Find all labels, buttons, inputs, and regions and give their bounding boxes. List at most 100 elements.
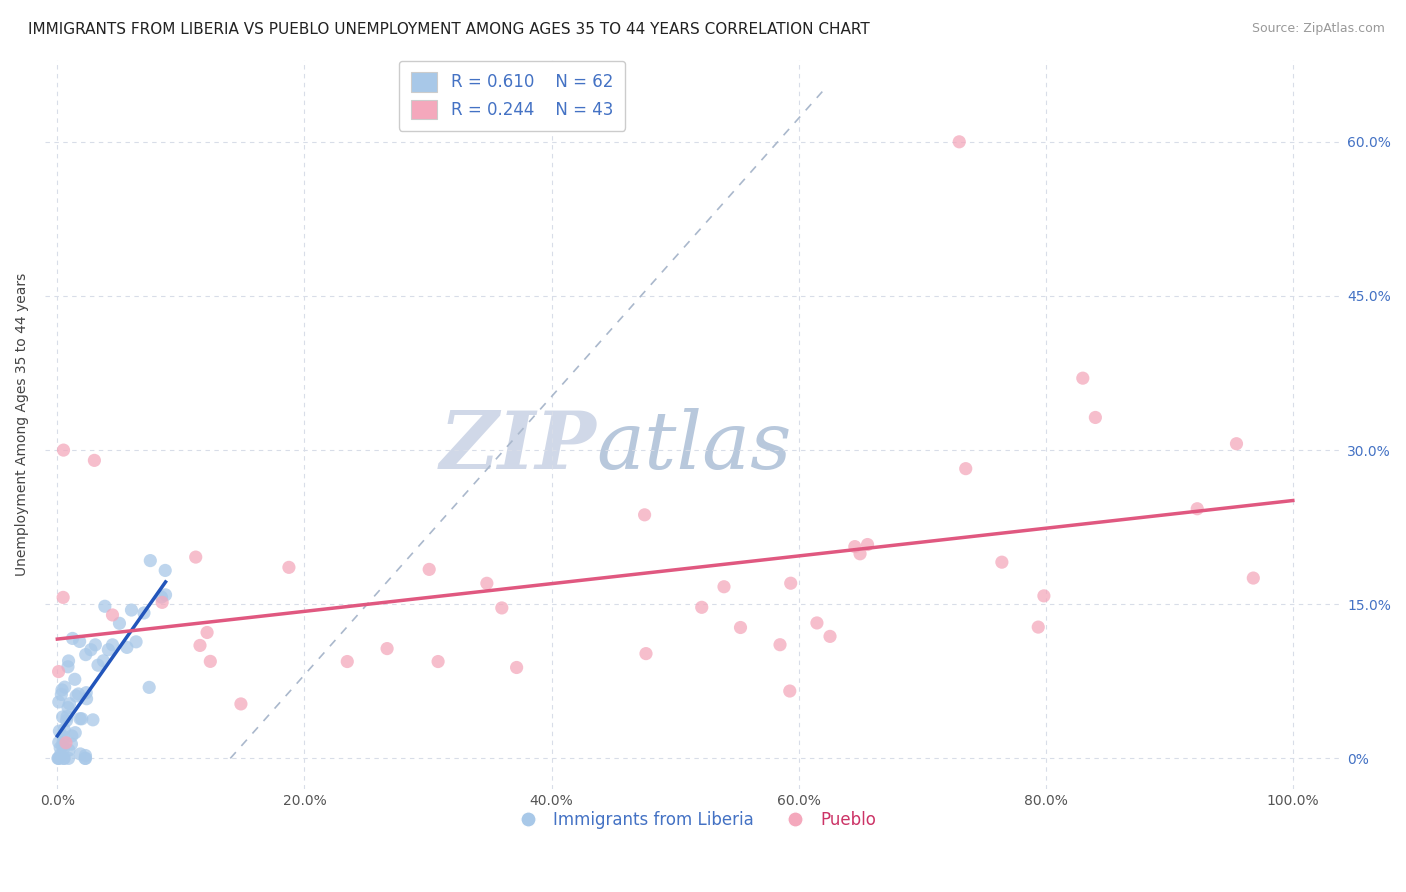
Point [713, 580, 735, 594]
Point [818, 629, 841, 643]
Point [55, 736, 77, 750]
Point [93, 654, 115, 668]
Point [75, 686, 97, 700]
Point [56, 700, 79, 714]
Point [51, 739, 73, 753]
Point [84, 638, 107, 652]
Point [56, 660, 79, 674]
Point [132, 606, 155, 620]
Point [475, 576, 498, 591]
Point [55, 714, 77, 728]
Point [52, 443, 75, 458]
Point [188, 639, 211, 653]
Point [53, 751, 76, 765]
Point [51, 710, 73, 724]
Point [60, 737, 83, 751]
Point [505, 660, 527, 674]
Point [948, 135, 970, 149]
Point [97, 642, 120, 657]
Point [779, 576, 801, 591]
Point [101, 638, 124, 652]
Point [75, 648, 97, 662]
Point [58, 697, 80, 711]
Point [138, 681, 160, 695]
Text: ZIP: ZIP [440, 408, 596, 485]
Point [62, 632, 84, 646]
Point [690, 600, 713, 615]
Point [1032, 589, 1054, 603]
Point [58, 751, 80, 765]
Point [87, 658, 110, 673]
Point [48, 751, 70, 765]
Point [58, 743, 80, 757]
Point [634, 647, 657, 661]
Point [769, 638, 792, 652]
Point [51, 682, 73, 697]
Point [52, 591, 75, 605]
Text: IMMIGRANTS FROM LIBERIA VS PUEBLO UNEMPLOYMENT AMONG AGES 35 TO 44 YEARS CORRELA: IMMIGRANTS FROM LIBERIA VS PUEBLO UNEMPL… [28, 22, 870, 37]
Point [53, 723, 76, 737]
Point [229, 697, 252, 711]
Point [73, 751, 96, 765]
Point [121, 603, 143, 617]
Point [67, 687, 90, 701]
Point [52, 751, 75, 765]
Point [80, 642, 103, 657]
Point [1071, 371, 1094, 385]
Point [53, 680, 76, 694]
Point [115, 640, 138, 655]
Text: atlas: atlas [596, 408, 792, 485]
Point [52, 741, 75, 756]
Point [108, 616, 131, 631]
Point [336, 655, 359, 669]
Point [101, 607, 124, 622]
Point [48, 735, 70, 749]
Point [125, 635, 148, 649]
Point [51, 688, 73, 702]
Point [52, 735, 75, 749]
Point [139, 553, 162, 567]
Point [49, 747, 72, 762]
Point [56, 709, 79, 723]
Text: Source: ZipAtlas.com: Source: ZipAtlas.com [1251, 22, 1385, 36]
Point [730, 620, 752, 634]
Point [1187, 501, 1209, 516]
Point [184, 550, 207, 565]
Point [63, 673, 86, 687]
Point [779, 684, 801, 698]
Point [83, 453, 105, 467]
Point [46, 751, 69, 765]
Point [427, 655, 450, 669]
Legend: Immigrants from Liberia, Pueblo: Immigrants from Liberia, Pueblo [505, 805, 883, 836]
Point [60, 729, 83, 743]
Point [69, 712, 91, 726]
Y-axis label: Unemployment Among Ages 35 to 44 years: Unemployment Among Ages 35 to 44 years [15, 273, 30, 576]
Point [65, 725, 87, 739]
Point [849, 547, 872, 561]
Point [1084, 410, 1107, 425]
Point [195, 625, 218, 640]
Point [48, 724, 70, 739]
Point [844, 540, 866, 554]
Point [1241, 571, 1264, 585]
Point [69, 634, 91, 648]
Point [150, 590, 173, 604]
Point [75, 751, 97, 765]
Point [48, 665, 70, 679]
Point [69, 747, 91, 761]
Point [955, 461, 977, 475]
Point [1225, 436, 1247, 450]
Point [49, 740, 72, 755]
Point [150, 595, 173, 609]
Point [82, 713, 104, 727]
Point [991, 555, 1014, 569]
Point [633, 508, 655, 522]
Point [155, 563, 177, 577]
Point [806, 615, 828, 630]
Point [1026, 620, 1049, 634]
Point [76, 691, 98, 706]
Point [856, 537, 879, 551]
Point [277, 560, 299, 574]
Point [58, 654, 80, 668]
Point [70, 712, 93, 726]
